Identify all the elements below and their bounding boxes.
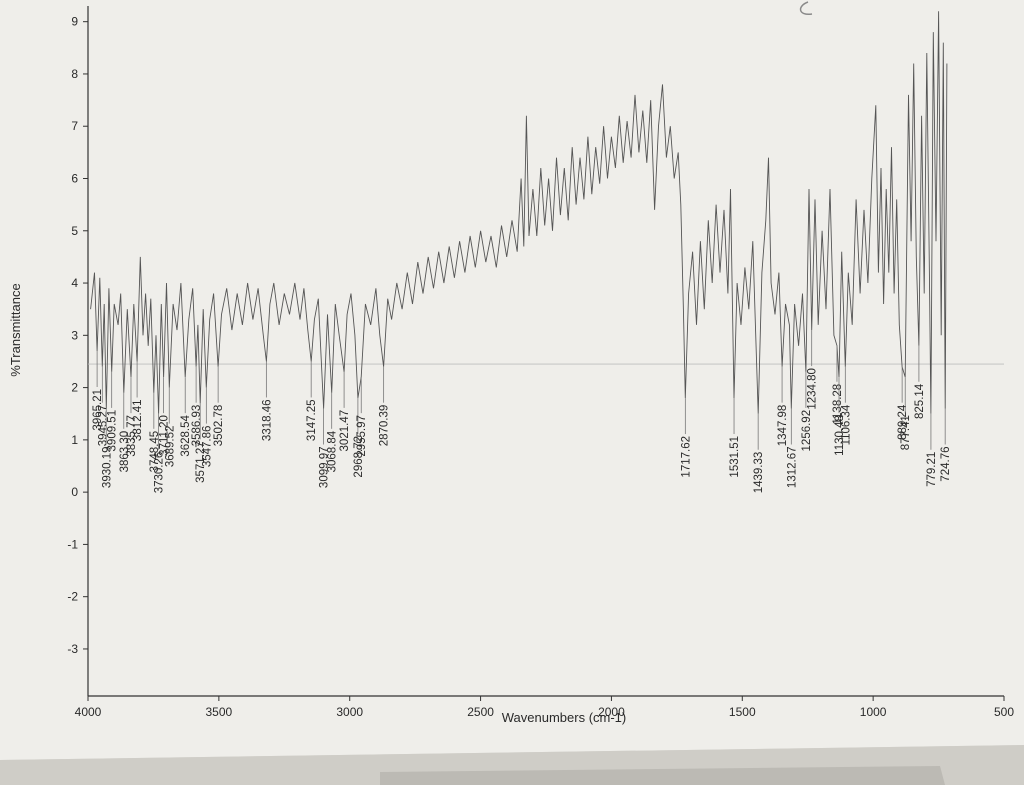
peak-label: 1439.33 — [753, 452, 765, 494]
peak-label: 3502.78 — [213, 405, 225, 447]
peak-label: 3863.30 — [119, 431, 131, 473]
peak-label: 3318.46 — [261, 400, 273, 442]
peak-label: 3930.19 — [101, 447, 113, 489]
y-axis-label: %Transmittance — [8, 283, 23, 376]
y-tick-label: 5 — [71, 224, 78, 238]
x-axis-label: Wavenumbers (cm-1) — [502, 710, 626, 725]
x-tick-label: 3500 — [206, 705, 233, 719]
chart-area: -3 -2 -1 0 1 2 3 4 5 6 7 8 9 4000 3500 3000 2500 2000 1500… — [67, 6, 1014, 719]
peak-label: 1234.80 — [807, 368, 819, 410]
y-tick-label: -2 — [67, 590, 78, 604]
y-tick-label: 9 — [71, 15, 78, 29]
peak-label: 1256.92 — [801, 410, 813, 452]
y-tick-label: 8 — [71, 67, 78, 81]
y-tick-label: 4 — [71, 276, 78, 290]
peak-label: 3748.45 — [149, 431, 161, 473]
peak-label: 3628.54 — [180, 415, 192, 457]
peak-label: 877.41 — [900, 415, 912, 450]
peak-label: 2955.97 — [356, 415, 368, 457]
peak-label: 779.21 — [926, 452, 938, 487]
x-tick-label: 3000 — [336, 705, 363, 719]
y-tick-label: -1 — [67, 537, 78, 551]
peak-label: 3711.20 — [159, 415, 171, 456]
peak-label: 724.76 — [940, 447, 952, 482]
peak-label: 3965.21 — [92, 389, 104, 431]
peak-label: 1531.51 — [729, 436, 741, 478]
x-tick-label: 500 — [994, 705, 1014, 719]
x-tick-label: 1500 — [729, 705, 756, 719]
peak-label: 3099.97 — [319, 447, 331, 489]
peak-label: 3547.86 — [201, 426, 213, 468]
peak-label: 3812.41 — [132, 400, 144, 442]
peak-label: 3909.51 — [107, 410, 119, 452]
peak-label: 3689.52 — [164, 426, 176, 468]
peak-label: 3147.25 — [306, 400, 318, 442]
corner-mark-icon — [799, 1, 813, 15]
peak-label: 3068.84 — [327, 430, 339, 472]
y-tick-label: 7 — [71, 119, 78, 133]
peak-label: 3730.26 — [154, 452, 166, 494]
peak-label: 2968.72 — [353, 436, 365, 478]
x-tick-label: 2500 — [467, 705, 494, 719]
peak-label: 3021.47 — [339, 410, 351, 452]
paper-sheet — [0, 0, 1024, 760]
peak-label: 2870.39 — [379, 405, 391, 447]
x-tick-label: 4000 — [75, 705, 102, 719]
x-tick-label: 1000 — [860, 705, 887, 719]
x-tick-label: 2000 — [598, 705, 625, 719]
peak-label: 1312.67 — [786, 447, 798, 489]
peak-label: 1347.98 — [777, 405, 789, 447]
page-underneath — [380, 766, 945, 785]
peak-label: 1138.28 — [832, 384, 844, 425]
peak-label: 1717.62 — [680, 436, 692, 478]
peak-label: 1130.48 — [834, 415, 846, 456]
peak-label: 3835.77 — [126, 415, 138, 457]
y-tick-label: 3 — [71, 328, 78, 342]
y-tick-label: 0 — [71, 485, 78, 499]
peak-label: 825.14 — [914, 383, 926, 419]
peak-label: 3571.27 — [195, 441, 207, 483]
y-tick-label: 6 — [71, 172, 78, 186]
y-tick-label: -3 — [67, 642, 78, 656]
peak-label: 1106.34 — [840, 404, 852, 445]
y-tick-label: 2 — [71, 381, 78, 395]
peak-label: 889.24 — [897, 404, 909, 440]
y-tick-label: 1 — [71, 433, 78, 447]
